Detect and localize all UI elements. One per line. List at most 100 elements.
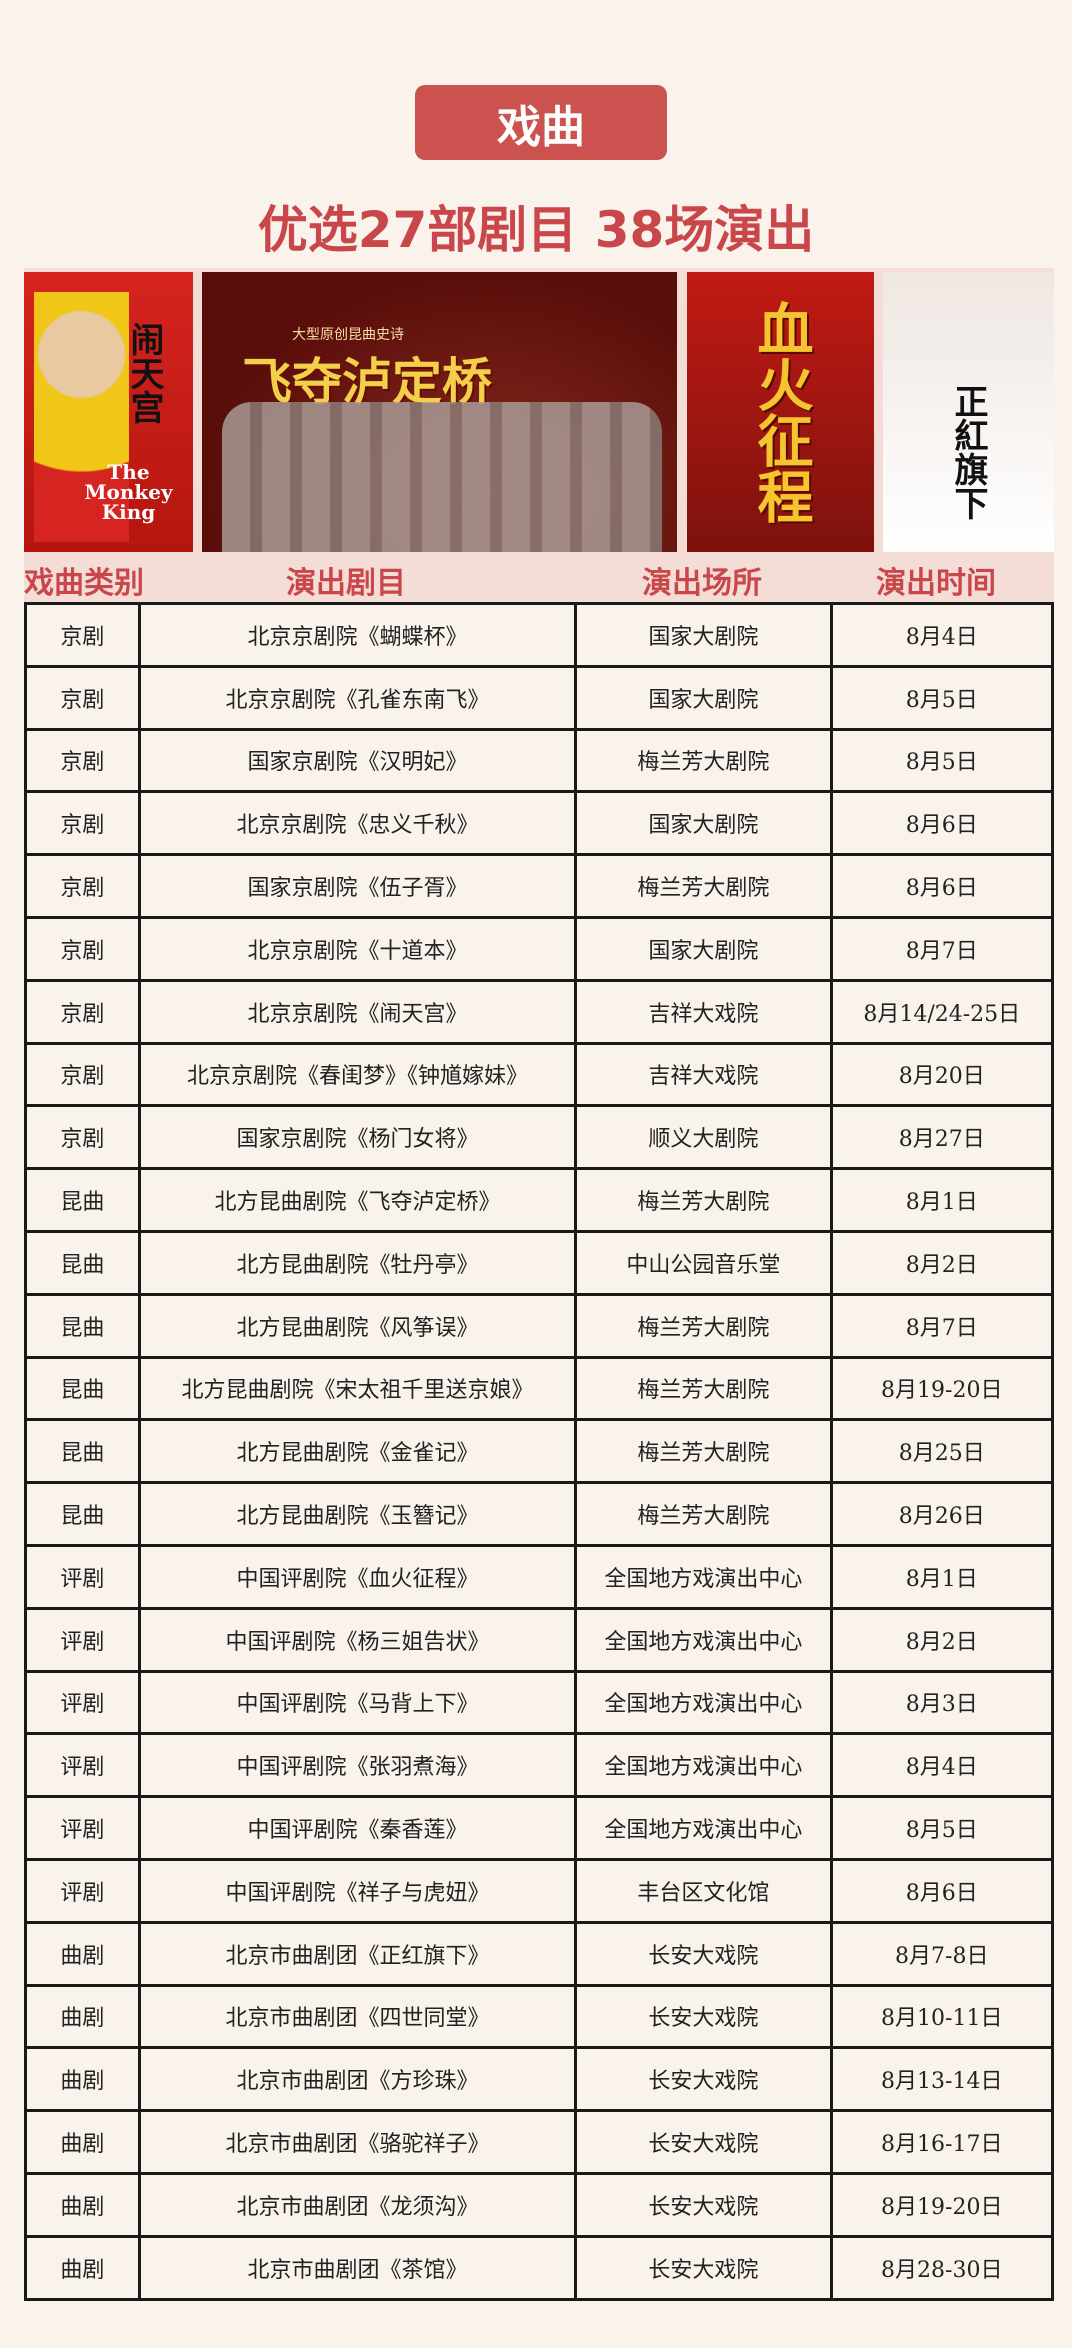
- cell-program: 北京京剧院《孔雀东南飞》: [137, 664, 578, 731]
- table-row: 曲剧 北京市曲剧团《龙须沟》 长安大戏院 8月19-20日: [24, 2171, 1054, 2238]
- cell-time: 8月5日: [829, 727, 1054, 794]
- cell-category: 京剧: [24, 664, 141, 731]
- cell-program: 中国评剧院《秦香莲》: [137, 1795, 578, 1861]
- table-row: 京剧 国家京剧院《伍子胥》 梅兰芳大剧院 8月6日: [24, 853, 1054, 919]
- cell-program: 中国评剧院《祥子与虎妞》: [137, 1857, 578, 1924]
- cell-program: 北京市曲剧团《正红旗下》: [137, 1920, 578, 1987]
- table-header: 戏曲类别 演出剧目 演出场所 演出时间: [24, 552, 1054, 602]
- poster-monkey-king: 闹天宫 The Monkey King: [24, 272, 193, 552]
- cell-category: 昆曲: [24, 1229, 141, 1296]
- subtitle: 优选27部剧目 38场演出: [257, 201, 815, 259]
- cell-time: 8月3日: [829, 1669, 1054, 1736]
- cell-category: 评剧: [24, 1543, 141, 1610]
- cell-program: 国家京剧院《杨门女将》: [137, 1104, 578, 1171]
- cell-venue: 全国地方戏演出中心: [574, 1795, 833, 1861]
- cell-time: 8月10-11日: [829, 1983, 1054, 2050]
- cell-category: 京剧: [24, 978, 141, 1045]
- cell-time: 8月1日: [829, 1167, 1054, 1233]
- soldiers-image: [222, 402, 662, 552]
- table-row: 昆曲 北方昆曲剧院《牡丹亭》 中山公园音乐堂 8月2日: [24, 1229, 1054, 1296]
- table-row: 评剧 中国评剧院《马背上下》 全国地方戏演出中心 8月3日: [24, 1669, 1054, 1736]
- cell-category: 曲剧: [24, 2234, 141, 2301]
- table-row: 京剧 北京京剧院《忠义千秋》 国家大剧院 8月6日: [24, 790, 1054, 857]
- cell-time: 8月19-20日: [829, 1355, 1054, 1422]
- cell-venue: 全国地方戏演出中心: [574, 1543, 833, 1610]
- cell-program: 中国评剧院《马背上下》: [137, 1669, 578, 1736]
- table-row: 曲剧 北京市曲剧团《骆驼祥子》 长安大戏院 8月16-17日: [24, 2109, 1054, 2175]
- poster-title: 正紅旗下: [948, 384, 988, 520]
- cell-time: 8月25日: [829, 1418, 1054, 1485]
- poster-title: 血火征程: [748, 300, 813, 524]
- cell-venue: 全国地方戏演出中心: [574, 1669, 833, 1736]
- schedule-table: 京剧 北京京剧院《蝴蝶杯》 国家大剧院 8月4日 京剧 北京京剧院《孔雀东南飞》 国家大剧院…: [24, 602, 1054, 2301]
- poster-xuehuo-zhengcheng: 血火征程: [687, 272, 874, 552]
- column-header-venue: 演出场所: [642, 566, 762, 601]
- cell-category: 京剧: [24, 1104, 141, 1171]
- cell-venue: 梅兰芳大剧院: [574, 727, 833, 794]
- cell-category: 京剧: [24, 853, 141, 919]
- cell-venue: 梅兰芳大剧院: [574, 853, 833, 919]
- cell-venue: 长安大戏院: [574, 1983, 833, 2050]
- poster-tagline: 大型原创昆曲史诗: [292, 327, 404, 343]
- poster-title: 飞夺泸定桥: [242, 353, 492, 411]
- cell-program: 北京市曲剧团《四世同堂》: [137, 1983, 578, 2050]
- cell-venue: 顺义大剧院: [574, 1104, 833, 1171]
- cell-category: 京剧: [24, 790, 141, 857]
- cell-venue: 国家大剧院: [574, 790, 833, 857]
- cell-program: 北京市曲剧团《方珍珠》: [137, 2046, 578, 2113]
- cell-time: 8月6日: [829, 790, 1054, 857]
- table-row: 京剧 国家京剧院《杨门女将》 顺义大剧院 8月27日: [24, 1104, 1054, 1171]
- cell-category: 评剧: [24, 1606, 141, 1673]
- cell-time: 8月2日: [829, 1229, 1054, 1296]
- column-header-time: 演出时间: [876, 566, 996, 601]
- cell-venue: 吉祥大戏院: [574, 978, 833, 1045]
- cell-venue: 丰台区文化馆: [574, 1857, 833, 1924]
- cell-venue: 国家大剧院: [574, 915, 833, 982]
- cell-program: 北京京剧院《闹天宫》: [137, 978, 578, 1045]
- table-row: 京剧 北京京剧院《蝴蝶杯》 国家大剧院 8月4日: [24, 602, 1054, 668]
- table-row: 昆曲 北方昆曲剧院《玉簪记》 梅兰芳大剧院 8月26日: [24, 1481, 1054, 1547]
- cell-venue: 梅兰芳大剧院: [574, 1481, 833, 1547]
- cell-category: 曲剧: [24, 1920, 141, 1987]
- cell-venue: 全国地方戏演出中心: [574, 1606, 833, 1673]
- cell-time: 8月14/24-25日: [829, 978, 1054, 1045]
- cell-category: 京剧: [24, 602, 141, 668]
- cell-venue: 国家大剧院: [574, 664, 833, 731]
- cell-time: 8月26日: [829, 1481, 1054, 1547]
- table-row: 曲剧 北京市曲剧团《正红旗下》 长安大戏院 8月7-8日: [24, 1920, 1054, 1987]
- cell-program: 中国评剧院《杨三姐告状》: [137, 1606, 578, 1673]
- table-row: 评剧 中国评剧院《血火征程》 全国地方戏演出中心 8月1日: [24, 1543, 1054, 1610]
- cell-program: 北方昆曲剧院《风筝误》: [137, 1292, 578, 1359]
- column-header-category: 戏曲类别: [24, 566, 144, 601]
- cell-venue: 长安大戏院: [574, 2171, 833, 2238]
- cell-category: 昆曲: [24, 1481, 141, 1547]
- cell-program: 北京京剧院《十道本》: [137, 915, 578, 982]
- cell-time: 8月7日: [829, 1292, 1054, 1359]
- table-row: 京剧 国家京剧院《汉明妃》 梅兰芳大剧院 8月5日: [24, 727, 1054, 794]
- cell-venue: 长安大戏院: [574, 2234, 833, 2301]
- cell-time: 8月4日: [829, 1732, 1054, 1799]
- cell-time: 8月6日: [829, 1857, 1054, 1924]
- cell-venue: 全国地方戏演出中心: [574, 1732, 833, 1799]
- cell-program: 中国评剧院《张羽煮海》: [137, 1732, 578, 1799]
- table-row: 曲剧 北京市曲剧团《方珍珠》 长安大戏院 8月13-14日: [24, 2046, 1054, 2113]
- cell-category: 曲剧: [24, 2109, 141, 2175]
- cell-venue: 中山公园音乐堂: [574, 1229, 833, 1296]
- cell-program: 中国评剧院《血火征程》: [137, 1543, 578, 1610]
- cell-program: 国家京剧院《汉明妃》: [137, 727, 578, 794]
- poster-title: 闹天宫: [124, 322, 164, 424]
- table-row: 京剧 北京京剧院《十道本》 国家大剧院 8月7日: [24, 915, 1054, 982]
- cell-category: 昆曲: [24, 1292, 141, 1359]
- cell-category: 评剧: [24, 1669, 141, 1736]
- cell-program: 北方昆曲剧院《玉簪记》: [137, 1481, 578, 1547]
- cell-time: 8月13-14日: [829, 2046, 1054, 2113]
- cell-time: 8月7日: [829, 915, 1054, 982]
- column-header-program: 演出剧目: [286, 566, 406, 601]
- cell-time: 8月7-8日: [829, 1920, 1054, 1987]
- table-row: 评剧 中国评剧院《杨三姐告状》 全国地方戏演出中心 8月2日: [24, 1606, 1054, 1673]
- cell-time: 8月28-30日: [829, 2234, 1054, 2301]
- table-row: 昆曲 北方昆曲剧院《风筝误》 梅兰芳大剧院 8月7日: [24, 1292, 1054, 1359]
- cell-category: 昆曲: [24, 1167, 141, 1233]
- table-row: 京剧 北京京剧院《闹天宫》 吉祥大戏院 8月14/24-25日: [24, 978, 1054, 1045]
- cell-category: 京剧: [24, 915, 141, 982]
